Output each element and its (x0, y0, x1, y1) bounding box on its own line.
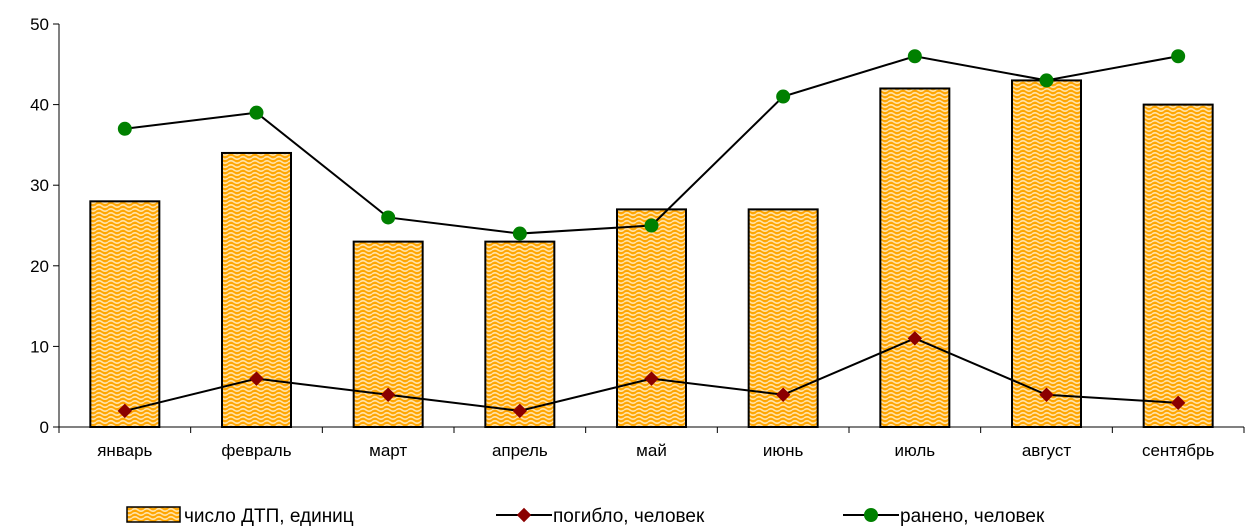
y-tick-label: 50 (30, 15, 49, 34)
x-tick-label: июль (895, 441, 936, 460)
bar (484, 240, 556, 428)
y-tick-label: 20 (30, 257, 49, 276)
x-tick-label: август (1022, 441, 1071, 460)
legend-label: погибло, человек (553, 506, 705, 527)
lines-layer (117, 49, 1186, 419)
data-point (512, 226, 527, 241)
bars-layer (89, 79, 1214, 429)
x-tick-label: январь (97, 441, 152, 460)
x-tick-label: сентябрь (1142, 441, 1215, 460)
data-point (512, 403, 528, 419)
data-point (1039, 73, 1054, 88)
y-tick-label: 0 (40, 418, 49, 437)
data-point (1170, 395, 1186, 411)
legend-swatch (126, 506, 181, 523)
data-point (1171, 49, 1186, 64)
data-point (117, 403, 133, 419)
legend: число ДТП, единиц погибло, человек ранено,… (126, 506, 1045, 527)
x-tick-label: март (369, 441, 407, 460)
y-tick-label: 30 (30, 176, 49, 195)
data-point (249, 105, 264, 120)
bar (616, 208, 687, 428)
bar (221, 151, 292, 429)
legend-marker (864, 508, 878, 522)
data-point (249, 371, 264, 386)
data-point (775, 387, 791, 402)
x-tick-label: апрель (492, 441, 548, 460)
x-tick-label: февраль (221, 441, 291, 460)
y-tick-label: 10 (30, 337, 49, 356)
data-point (117, 121, 132, 136)
data-point (380, 387, 396, 402)
bar (1011, 79, 1082, 428)
legend-label: число ДТП, единиц (184, 506, 354, 527)
data-point (1039, 387, 1054, 402)
x-tick-label: июнь (763, 441, 804, 460)
y-tick-label: 40 (30, 96, 49, 115)
data-point (907, 49, 922, 64)
data-point (381, 210, 396, 225)
x-tick-label: май (636, 441, 667, 460)
bar (89, 200, 161, 428)
data-point (907, 331, 923, 346)
data-point (644, 371, 659, 386)
legend-label: ранено, человек (900, 506, 1045, 527)
bar (1142, 103, 1214, 428)
legend-marker (516, 507, 532, 523)
data-point (644, 218, 659, 233)
bar (879, 87, 951, 428)
data-point (776, 89, 791, 104)
